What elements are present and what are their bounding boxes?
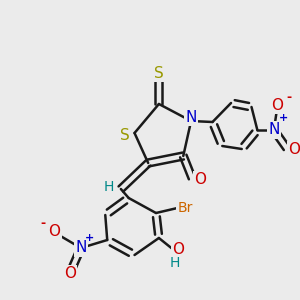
Text: N: N [75, 241, 87, 256]
Text: O: O [288, 142, 300, 158]
Text: O: O [172, 242, 184, 256]
Text: O: O [271, 98, 283, 112]
Text: N: N [185, 110, 197, 124]
Text: H: H [169, 256, 180, 270]
Text: S: S [120, 128, 130, 142]
Text: -: - [40, 218, 46, 230]
Text: O: O [49, 224, 61, 239]
Text: H: H [104, 180, 114, 194]
Text: O: O [194, 172, 206, 188]
Text: +: + [85, 233, 94, 243]
Text: -: - [286, 92, 291, 104]
Text: +: + [279, 113, 288, 123]
Text: N: N [268, 122, 280, 137]
Text: O: O [64, 266, 76, 281]
Text: Br: Br [178, 201, 193, 215]
Text: S: S [154, 65, 164, 80]
